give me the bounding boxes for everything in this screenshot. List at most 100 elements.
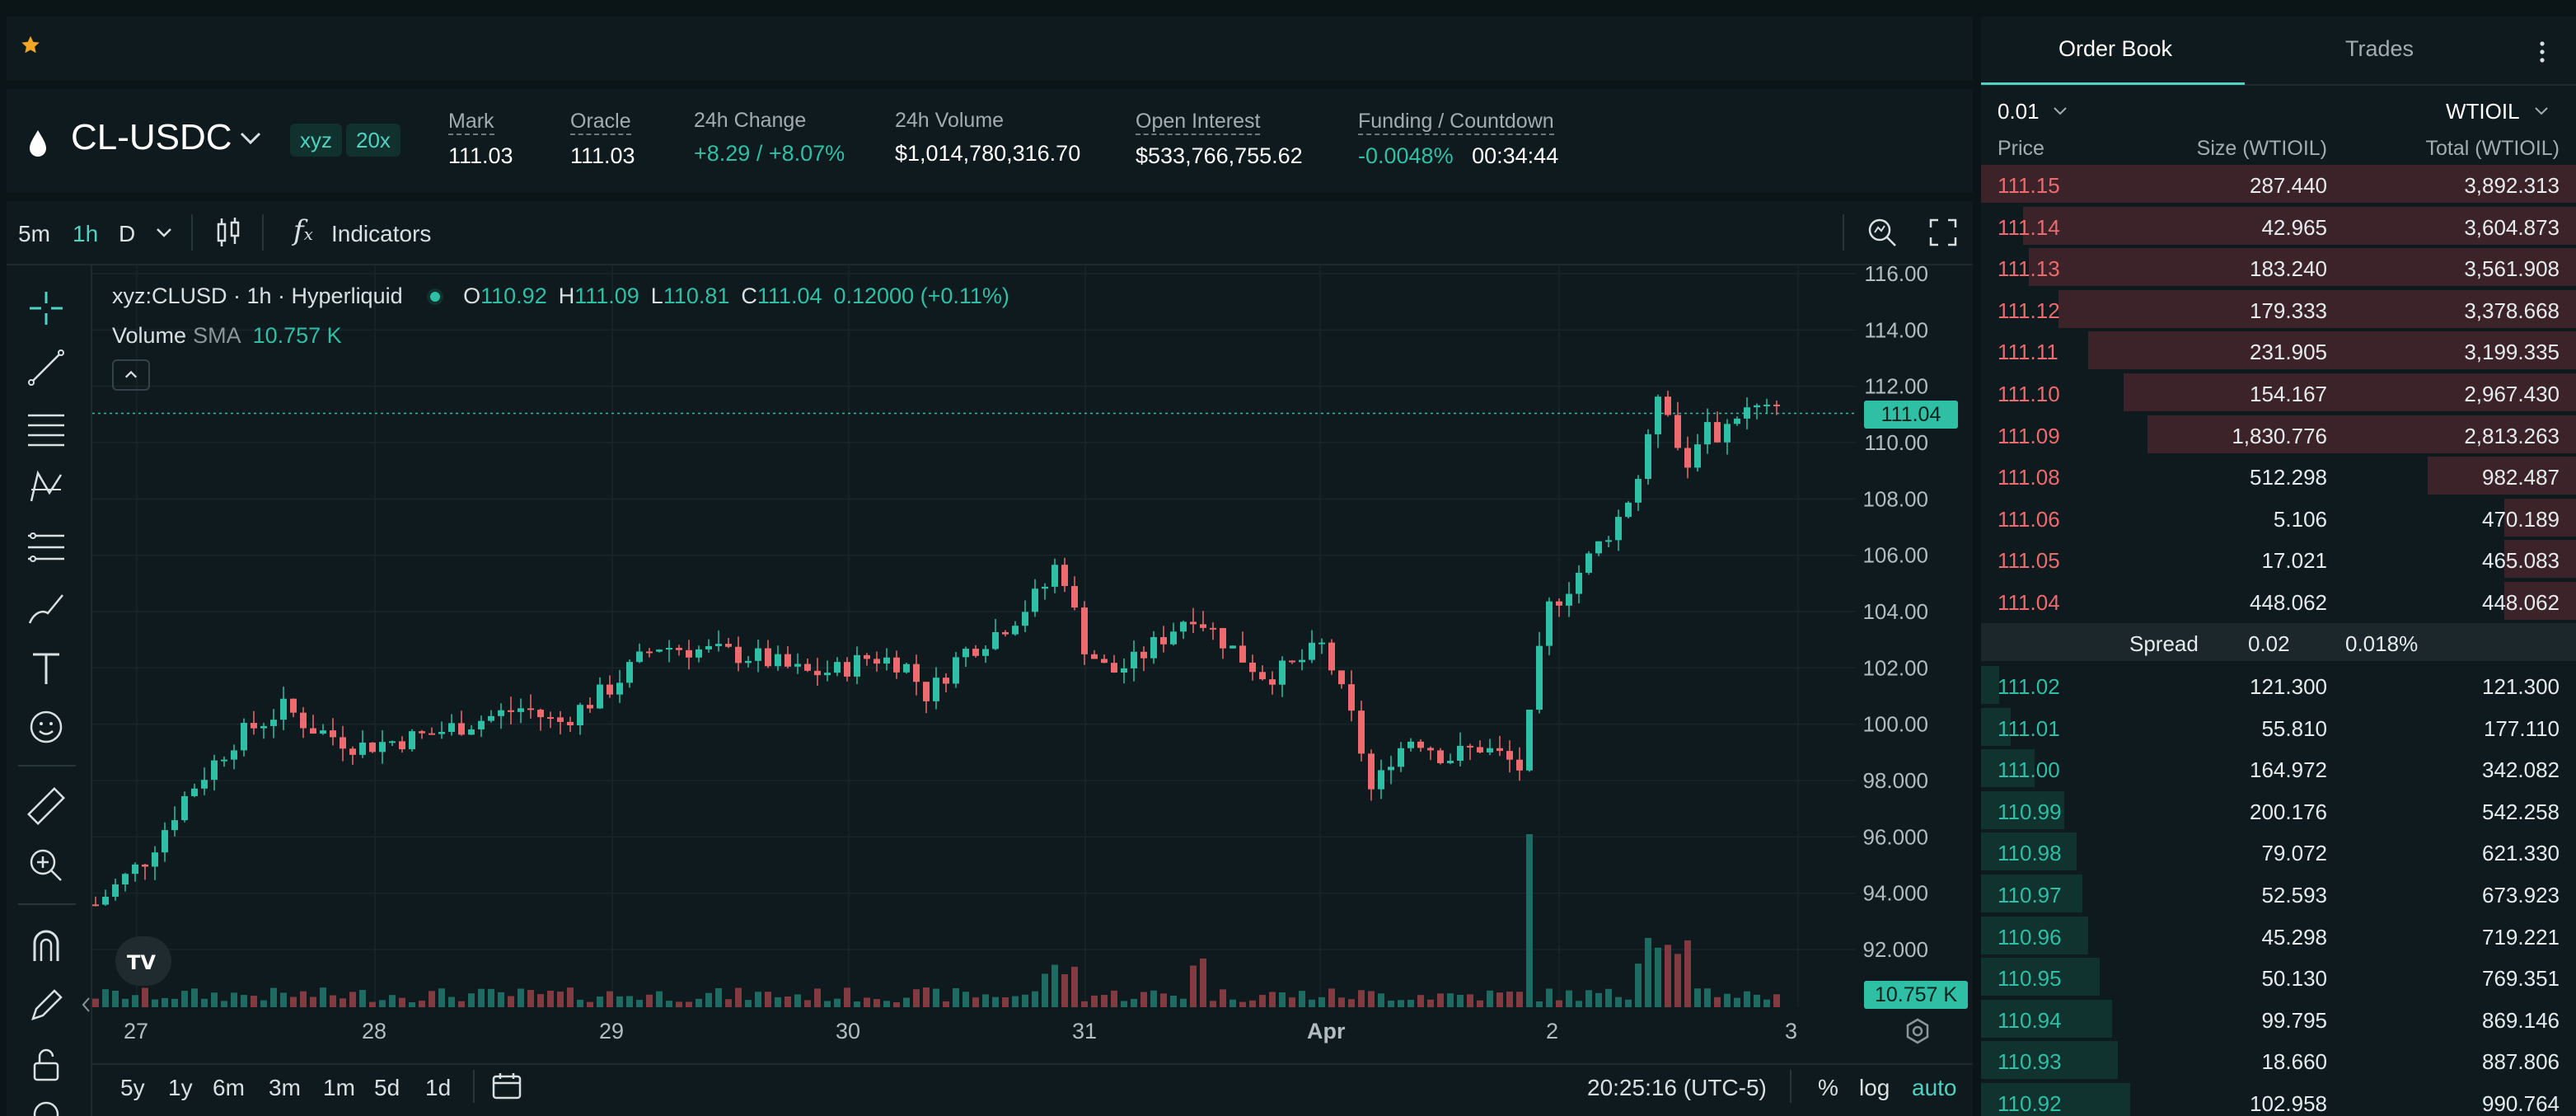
- ask-row[interactable]: 111.14 42.965 3,604.873: [1981, 205, 2576, 246]
- candle-body: [1229, 645, 1236, 649]
- volume-bar: [1487, 990, 1493, 1007]
- settings-icon[interactable]: [1904, 1017, 1932, 1045]
- candle-body: [1309, 642, 1315, 660]
- row-price: 111.11: [1998, 340, 2058, 365]
- collapse-legend-button[interactable]: [112, 359, 150, 391]
- eye-icon[interactable]: [25, 1100, 68, 1116]
- candle-body: [221, 759, 227, 762]
- pair-selector[interactable]: CL-USDC: [71, 117, 232, 157]
- fib-icon[interactable]: [25, 526, 68, 569]
- bid-row[interactable]: 110.95 50.130 769.351: [1981, 956, 2576, 997]
- candle-body: [1328, 642, 1335, 671]
- bid-row[interactable]: 111.01 55.810 177.110: [1981, 706, 2576, 748]
- bid-row[interactable]: 110.94 99.795 869.146: [1981, 998, 2576, 1039]
- range-3m[interactable]: 3m: [269, 1075, 301, 1100]
- range-5y[interactable]: 5y: [120, 1075, 145, 1100]
- lock-icon[interactable]: [25, 1043, 68, 1086]
- bid-row[interactable]: 110.93 18.660 887.806: [1981, 1039, 2576, 1081]
- ruler-icon[interactable]: [25, 785, 68, 828]
- timeframe-d[interactable]: D: [119, 221, 136, 246]
- horizontal-lines-icon[interactable]: [25, 407, 68, 450]
- star-icon[interactable]: [18, 33, 43, 58]
- bid-row[interactable]: 110.99 200.176 542.258: [1981, 790, 2576, 831]
- pattern-icon[interactable]: [25, 465, 68, 508]
- price-axis-label: 114.00: [1864, 317, 1928, 342]
- size-header: Size (WTIOIL): [2196, 137, 2327, 160]
- log-toggle[interactable]: log: [1859, 1075, 1890, 1100]
- candle-body: [1022, 612, 1028, 626]
- candle-body: [399, 741, 405, 750]
- bid-row[interactable]: 110.97 52.593 673.923: [1981, 873, 2576, 914]
- ask-row[interactable]: 111.11 231.905 3,199.335: [1981, 330, 2576, 371]
- volume-bar: [409, 1001, 415, 1007]
- bid-row[interactable]: 111.02 121.300 121.300: [1981, 664, 2576, 706]
- tick-size-select[interactable]: 0.01: [1998, 99, 2040, 124]
- bid-row[interactable]: 110.92 102.958 990.764: [1981, 1081, 2576, 1116]
- ask-row[interactable]: 111.05 17.021 465.083: [1981, 538, 2576, 579]
- ask-row[interactable]: 111.08 512.298 982.487: [1981, 455, 2576, 496]
- row-price: 111.15: [1998, 173, 2060, 198]
- row-total: 3,378.668: [2464, 298, 2560, 323]
- candle-body: [310, 728, 316, 734]
- chevron-down-icon[interactable]: [2052, 106, 2068, 117]
- volume-bar: [616, 996, 623, 1007]
- unit-select[interactable]: WTIOIL: [2446, 99, 2520, 124]
- range-1m[interactable]: 1m: [323, 1075, 355, 1100]
- ask-row[interactable]: 111.15 287.440 3,892.313: [1981, 163, 2576, 204]
- range-1d[interactable]: 1d: [425, 1075, 452, 1100]
- auto-toggle[interactable]: auto: [1912, 1075, 1957, 1100]
- percent-toggle[interactable]: %: [1818, 1075, 1838, 1100]
- chevron-down-icon[interactable]: [2533, 106, 2550, 117]
- candle-body: [953, 657, 959, 684]
- ask-row[interactable]: 111.04 448.062 448.062: [1981, 580, 2576, 621]
- row-price: 111.08: [1998, 465, 2060, 490]
- indicators-button[interactable]: Indicators: [331, 221, 432, 246]
- ask-row[interactable]: 111.06 5.106 470.189: [1981, 497, 2576, 538]
- zoom-chart-icon[interactable]: [1866, 216, 1899, 249]
- more-options-icon[interactable]: [2538, 40, 2546, 64]
- bid-row[interactable]: 111.00 164.972 342.082: [1981, 748, 2576, 789]
- brush-icon[interactable]: [25, 587, 68, 630]
- volume-bar: [953, 987, 959, 1007]
- depth-bar: [1981, 165, 2576, 203]
- range-5d[interactable]: 5d: [374, 1075, 400, 1100]
- bid-row[interactable]: 110.96 45.298 719.221: [1981, 915, 2576, 956]
- candle-type-icon[interactable]: [214, 216, 242, 249]
- depth-bar: [1981, 707, 2012, 746]
- ask-row[interactable]: 111.10 154.167 2,967.430: [1981, 372, 2576, 413]
- calendar-icon[interactable]: [491, 1071, 524, 1101]
- bid-row[interactable]: 110.98 79.072 621.330: [1981, 831, 2576, 872]
- leverage-badge[interactable]: 20x: [346, 124, 400, 157]
- row-price: 111.14: [1998, 214, 2060, 240]
- candle-body: [1200, 624, 1206, 628]
- range-6m[interactable]: 6m: [213, 1075, 245, 1100]
- trend-line-icon[interactable]: [25, 346, 68, 389]
- volume-bar: [389, 995, 396, 1007]
- timeframe-5m[interactable]: 5m: [18, 221, 50, 246]
- volume-bar: [1229, 999, 1236, 1007]
- candle-body: [1754, 405, 1760, 408]
- emoji-icon[interactable]: [25, 706, 68, 748]
- edit-lock-icon[interactable]: [25, 984, 68, 1027]
- text-icon[interactable]: [25, 646, 68, 689]
- chart-clock[interactable]: 20:25:16 (UTC-5): [1587, 1075, 1767, 1100]
- ask-row[interactable]: 111.13 183.240 3,561.908: [1981, 246, 2576, 288]
- ask-row[interactable]: 111.09 1,830.776 2,813.263: [1981, 414, 2576, 455]
- volume-bar: [626, 996, 633, 1007]
- magnet-icon[interactable]: [25, 925, 68, 968]
- tab-order-book[interactable]: Order Book: [2058, 36, 2173, 61]
- chevron-down-icon[interactable]: [155, 226, 173, 239]
- tab-trades[interactable]: Trades: [2345, 36, 2414, 61]
- crosshair-icon[interactable]: [25, 287, 68, 330]
- chevron-down-icon[interactable]: [239, 130, 262, 147]
- function-icon[interactable]: fx: [293, 214, 313, 247]
- fullscreen-icon[interactable]: [1928, 218, 1958, 247]
- collapse-toolbar-icon[interactable]: [81, 996, 92, 1014]
- range-1y[interactable]: 1y: [168, 1075, 193, 1100]
- timeframe-1h[interactable]: 1h: [73, 221, 99, 246]
- price-chart[interactable]: 116.00 114.00 112.00 110.00 108.00 106.00 104.…: [92, 265, 1973, 1012]
- candle-body: [1269, 679, 1276, 685]
- ask-row[interactable]: 111.12 179.333 3,378.668: [1981, 288, 2576, 330]
- zoom-in-icon[interactable]: [25, 844, 68, 887]
- tradingview-logo[interactable]: TV: [115, 936, 171, 986]
